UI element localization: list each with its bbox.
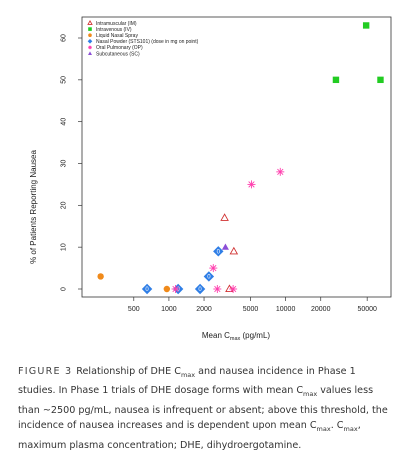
data-point xyxy=(377,76,384,84)
data-point xyxy=(213,285,222,293)
legend-label: Nasal Powder (STS101) (dose in mg on poi… xyxy=(96,39,199,45)
legend-marker xyxy=(88,45,92,50)
x-tick-label: 500 xyxy=(128,306,140,313)
x-tick-label: 10000 xyxy=(276,306,296,313)
data-point xyxy=(332,76,340,84)
y-axis-title: % of Patients Reporting Nausea xyxy=(29,150,38,264)
y-tick-label: 0 xyxy=(61,287,68,291)
y-tick-label: 60 xyxy=(61,34,68,42)
plot-frame xyxy=(81,16,392,298)
legend-label: Intravenous (IV) xyxy=(96,27,132,33)
data-point xyxy=(97,273,104,280)
x-tick-label: 2000 xyxy=(196,306,212,313)
point-dose-label: 0 xyxy=(198,287,202,293)
y-tick-label: 50 xyxy=(61,76,68,84)
data-point xyxy=(221,243,229,250)
data-point xyxy=(247,180,256,189)
point-dose-label: 0 xyxy=(145,287,149,293)
data-point xyxy=(141,283,153,295)
data-point xyxy=(163,285,171,293)
x-tick-label: 50000 xyxy=(357,306,377,313)
data-point xyxy=(362,22,370,29)
legend-marker xyxy=(87,20,93,25)
series-0 xyxy=(220,213,239,293)
point-dose-label: 0 xyxy=(207,274,211,280)
y-tick-label: 20 xyxy=(61,201,68,209)
legend-marker xyxy=(88,27,92,31)
data-point xyxy=(209,264,218,273)
series-1 xyxy=(332,22,384,84)
y-tick-label: 40 xyxy=(61,118,68,126)
x-tick-label: 20000 xyxy=(311,306,331,313)
data-point xyxy=(225,284,234,293)
data-point xyxy=(220,213,229,221)
y-tick-label: 10 xyxy=(61,243,68,251)
data-points: 0 0 0 0 0 xyxy=(97,22,384,295)
data-point xyxy=(171,285,180,293)
y-axis: 0 10 20 30 40 50 60 xyxy=(61,34,82,291)
series-4 xyxy=(171,167,285,293)
legend: Intramuscular (IM)Intravenous (IV)Liquid… xyxy=(87,20,199,57)
data-point xyxy=(194,283,206,295)
data-point xyxy=(229,246,239,255)
point-dose-label: 0 xyxy=(176,287,180,293)
series-3: 0 0 0 0 0 xyxy=(141,246,224,295)
legend-label: Intramuscular (IM) xyxy=(96,21,137,27)
legend-label: Liquid Nasal Spray xyxy=(96,33,138,39)
legend-label: Oral Pulmonary (OP) xyxy=(96,45,143,51)
x-tick-label: 5000 xyxy=(243,306,259,313)
series-2 xyxy=(97,273,171,293)
data-point xyxy=(276,167,285,176)
legend-label: Subcutaneous (SC) xyxy=(96,51,140,57)
legend-marker xyxy=(88,33,92,37)
legend-marker xyxy=(87,38,93,44)
x-axis: 500 1000 2000 5000 10000 20000 50000 xyxy=(128,297,377,313)
point-dose-label: 0 xyxy=(217,249,221,255)
figure-caption: FIGURE 3 Relationship of DHE Cmax and nau… xyxy=(18,366,388,451)
x-tick-label: 1000 xyxy=(161,306,177,313)
x-axis-title: Mean Cmax (pg/mL) xyxy=(202,331,271,342)
y-tick-label: 30 xyxy=(61,160,68,168)
data-point xyxy=(229,285,238,293)
series-5 xyxy=(221,243,229,250)
data-point xyxy=(213,246,224,257)
legend-marker xyxy=(88,51,92,55)
data-point xyxy=(203,271,215,282)
caption-label: FIGURE 3 xyxy=(18,366,73,377)
